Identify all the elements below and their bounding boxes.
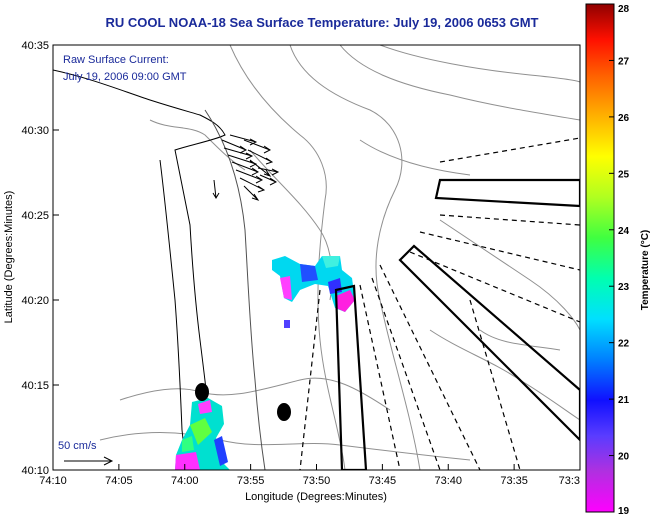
colorbar-tick-label: 22 bbox=[618, 339, 630, 350]
colorbar-label: Temperature (°C) bbox=[640, 230, 651, 311]
x-axis-label: Longitude (Degrees:Minutes) bbox=[245, 491, 387, 503]
buoy-marker bbox=[277, 403, 291, 421]
map-title: RU COOL NOAA-18 Sea Surface Temperature:… bbox=[105, 15, 538, 30]
bathymetry-contours bbox=[99, 45, 580, 470]
colorbar-tick-label: 26 bbox=[618, 113, 630, 124]
x-tick-label: 74:00 bbox=[171, 475, 199, 487]
colorbar-tick-label: 24 bbox=[618, 226, 630, 237]
colorbar-tick-label: 23 bbox=[618, 282, 630, 293]
x-axis-ticks: 74:10 74:05 74:00 73:55 73:50 73:45 73:40 73:35… bbox=[39, 464, 581, 487]
y-tick-label: 40:15 bbox=[21, 380, 49, 392]
x-tick-label: 73:45 bbox=[369, 475, 397, 487]
colorbar bbox=[585, 3, 615, 513]
coastline-inner bbox=[159, 159, 189, 470]
y-axis-ticks: 40:35 40:30 40:25 40:20 40:15 40:10 bbox=[21, 40, 59, 477]
coastline bbox=[53, 69, 226, 470]
y-axis-label: Latitude (Degrees:Minutes) bbox=[3, 191, 15, 324]
x-tick-label: 73:35 bbox=[500, 475, 528, 487]
surface-current-vectors bbox=[212, 134, 280, 201]
colorbar-tick-label: 27 bbox=[618, 56, 630, 67]
y-tick-label: 40:35 bbox=[21, 40, 49, 52]
x-tick-label: 73:55 bbox=[237, 475, 265, 487]
map-area: 50 cm/s Raw Surface Current: July 19, 20… bbox=[53, 45, 580, 470]
x-tick-label: 73:40 bbox=[434, 475, 462, 487]
colorbar-tick-label: 20 bbox=[618, 452, 630, 463]
y-tick-label: 40:10 bbox=[21, 465, 49, 477]
y-tick-label: 40:30 bbox=[21, 125, 49, 137]
scale-vector bbox=[64, 456, 114, 466]
y-tick-label: 40:20 bbox=[21, 295, 49, 307]
shore-contour bbox=[204, 109, 266, 470]
x-tick-label: 74:05 bbox=[105, 475, 133, 487]
colorbar-tick-label: 19 bbox=[618, 506, 630, 517]
scale-vector-label: 50 cm/s bbox=[58, 440, 97, 452]
colorbar-tick-label: 21 bbox=[618, 395, 630, 406]
x-tick-label: 73:50 bbox=[303, 475, 331, 487]
x-tick-label: 74:10 bbox=[39, 475, 67, 487]
colorbar-ticks: 28 27 26 25 24 23 22 21 20 19 bbox=[609, 3, 630, 517]
colorbar-tick-label: 25 bbox=[618, 169, 630, 180]
y-tick-label: 40:25 bbox=[21, 210, 49, 222]
colorbar-tick-label: 28 bbox=[618, 4, 630, 15]
x-tick-label: 73:3 bbox=[559, 475, 580, 487]
annotation-line-1: Raw Surface Current: bbox=[63, 54, 169, 66]
radar-coverage-wedges bbox=[334, 178, 580, 470]
annotation-line-2: July 19, 2006 09:00 GMT bbox=[63, 71, 187, 83]
sst-patch-lower bbox=[175, 398, 230, 470]
sst-patch-upper bbox=[272, 256, 355, 328]
radar-beam-lines bbox=[299, 137, 580, 470]
buoy-marker bbox=[195, 383, 209, 401]
